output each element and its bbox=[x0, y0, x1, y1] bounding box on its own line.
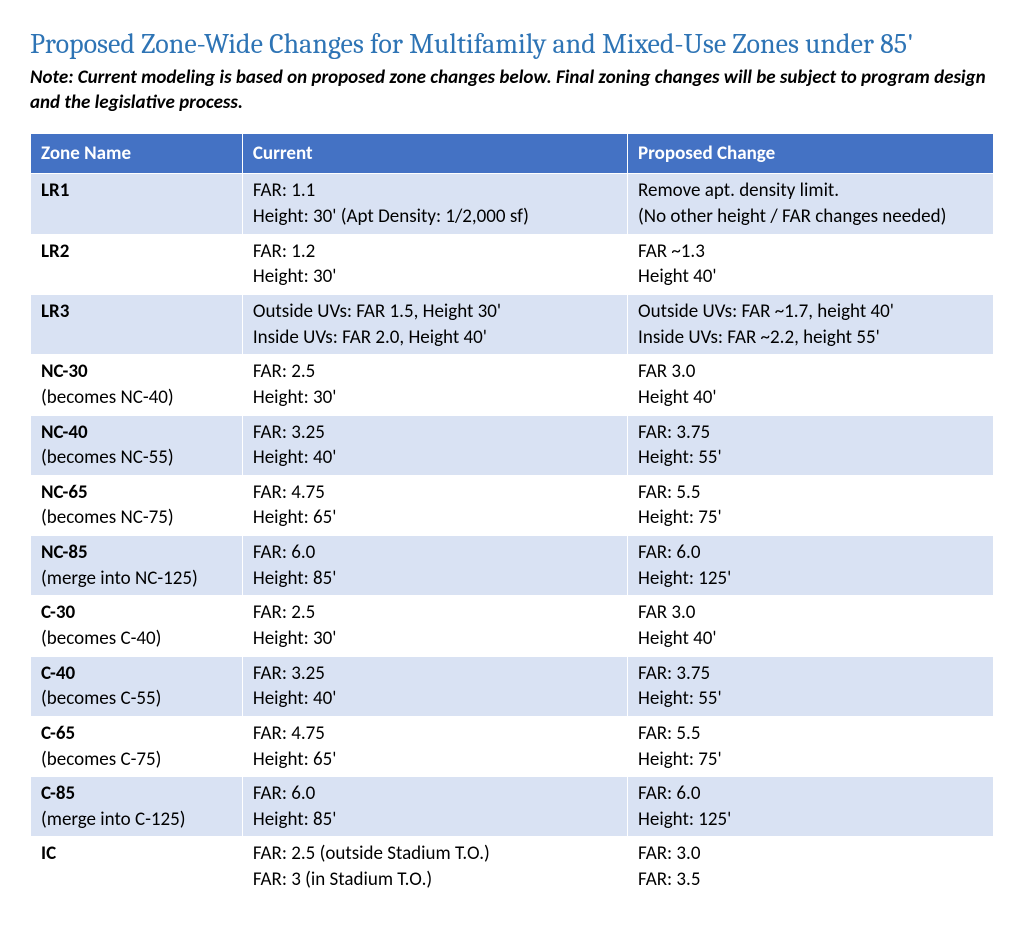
zone-name-bold: NC-85 bbox=[41, 541, 88, 564]
cell-zone-name: C-65 (becomes C-75) bbox=[31, 716, 243, 776]
zone-name-sub: (merge into C-125) bbox=[41, 808, 186, 831]
cell-proposed: Outside UVs: FAR ~1.7, height 40'Inside … bbox=[628, 294, 994, 354]
zoning-table: Zone Name Current Proposed Change LR1 FAR… bbox=[30, 133, 994, 897]
page-note: Note: Current modeling is based on propo… bbox=[30, 66, 994, 115]
cell-current: FAR: 2.5Height: 30' bbox=[242, 355, 627, 415]
cell-zone-name: NC-85 (merge into NC-125) bbox=[31, 536, 243, 596]
cell-current: FAR: 6.0Height: 85' bbox=[242, 536, 627, 596]
zone-name-sub: (becomes NC-55) bbox=[41, 446, 174, 469]
cell-zone-name: NC-40(becomes NC-55) bbox=[31, 415, 243, 475]
table-row: LR2 FAR: 1.2Height: 30'FAR ~1.3Height 40' bbox=[31, 234, 994, 294]
zone-name-bold: IC bbox=[41, 842, 56, 865]
zone-name-bold: C-40 bbox=[41, 662, 75, 685]
zone-name-sub: (becomes C-40) bbox=[41, 627, 161, 650]
cell-proposed: FAR: 3.75Height: 55' bbox=[628, 656, 994, 716]
table-row: NC-65(becomes NC-75)FAR: 4.75Height: 65'… bbox=[31, 475, 994, 535]
table-row: C-65 (becomes C-75) FAR: 4.75Height: 65'FA… bbox=[31, 716, 994, 776]
col-header-proposed: Proposed Change bbox=[628, 134, 994, 174]
table-row: LR3 Outside UVs: FAR 1.5, Height 30'Insid… bbox=[31, 294, 994, 354]
cell-current: FAR: 3.25Height: 40' bbox=[242, 415, 627, 475]
zone-name-sub: (becomes C-55) bbox=[41, 687, 161, 710]
cell-proposed: FAR: 6.0Height: 125' bbox=[628, 536, 994, 596]
cell-zone-name: C-85 (merge into C-125) bbox=[31, 777, 243, 837]
col-header-current: Current bbox=[242, 134, 627, 174]
zone-name-bold: NC-65 bbox=[41, 481, 88, 504]
cell-zone-name: C-40(becomes C-55) bbox=[31, 656, 243, 716]
cell-zone-name: C-30 (becomes C-40) bbox=[31, 596, 243, 656]
cell-current: FAR: 4.75Height: 65' bbox=[242, 475, 627, 535]
table-body: LR1 FAR: 1.1Height: 30' (Apt Density: 1/2… bbox=[31, 174, 994, 897]
zone-name-sub: (becomes NC-75) bbox=[41, 506, 174, 529]
table-row: NC-40(becomes NC-55)FAR: 3.25Height: 40'… bbox=[31, 415, 994, 475]
table-row: C-85 (merge into C-125) FAR: 6.0Height: 85… bbox=[31, 777, 994, 837]
cell-proposed: Remove apt. density limit.(No other heig… bbox=[628, 174, 994, 234]
table-row: NC-30 (becomes NC-40) FAR: 2.5Height: 30'F… bbox=[31, 355, 994, 415]
cell-current: FAR: 1.2Height: 30' bbox=[242, 234, 627, 294]
cell-proposed: FAR ~1.3Height 40' bbox=[628, 234, 994, 294]
cell-zone-name: LR2 bbox=[31, 234, 243, 294]
cell-zone-name: LR3 bbox=[31, 294, 243, 354]
cell-proposed: FAR: 5.5Height: 75' bbox=[628, 716, 994, 776]
cell-proposed: FAR: 3.0FAR: 3.5 bbox=[628, 837, 994, 897]
table-row: LR1 FAR: 1.1Height: 30' (Apt Density: 1/2… bbox=[31, 174, 994, 234]
cell-current: FAR: 4.75Height: 65' bbox=[242, 716, 627, 776]
cell-proposed: FAR: 3.75Height: 55' bbox=[628, 415, 994, 475]
cell-zone-name: IC bbox=[31, 837, 243, 897]
zone-name-sub: (becomes NC-40) bbox=[41, 386, 174, 409]
table-row: IC FAR: 2.5 (outside Stadium T.O.)FAR: 3 … bbox=[31, 837, 994, 897]
zone-name-bold: C-65 bbox=[41, 722, 75, 745]
cell-current: FAR: 2.5 (outside Stadium T.O.)FAR: 3 (i… bbox=[242, 837, 627, 897]
zone-name-sub: (becomes C-75) bbox=[41, 748, 161, 771]
zone-name-bold: LR3 bbox=[41, 300, 69, 323]
cell-zone-name: NC-65(becomes NC-75) bbox=[31, 475, 243, 535]
zone-name-bold: C-85 bbox=[41, 782, 75, 805]
table-header-row: Zone Name Current Proposed Change bbox=[31, 134, 994, 174]
zone-name-bold: LR2 bbox=[41, 240, 69, 263]
cell-proposed: FAR: 5.5Height: 75' bbox=[628, 475, 994, 535]
cell-current: FAR: 6.0Height: 85' bbox=[242, 777, 627, 837]
zone-name-bold: C-30 bbox=[41, 601, 75, 624]
cell-current: FAR: 2.5Height: 30' bbox=[242, 596, 627, 656]
table-row: NC-85 (merge into NC-125) FAR: 6.0Height: … bbox=[31, 536, 994, 596]
page-container: Proposed Zone-Wide Changes for Multifami… bbox=[0, 0, 1024, 928]
cell-zone-name: NC-30 (becomes NC-40) bbox=[31, 355, 243, 415]
cell-proposed: FAR 3.0Height 40' bbox=[628, 355, 994, 415]
zone-name-bold: NC-40 bbox=[41, 421, 88, 444]
zone-name-bold: NC-30 bbox=[41, 360, 88, 383]
table-row: C-40(becomes C-55)FAR: 3.25Height: 40'FA… bbox=[31, 656, 994, 716]
cell-current: FAR: 1.1Height: 30' (Apt Density: 1/2,00… bbox=[242, 174, 627, 234]
cell-current: Outside UVs: FAR 1.5, Height 30'Inside U… bbox=[242, 294, 627, 354]
page-title: Proposed Zone-Wide Changes for Multifami… bbox=[30, 28, 994, 60]
zone-name-sub: (merge into NC-125) bbox=[41, 567, 198, 590]
cell-proposed: FAR 3.0Height 40' bbox=[628, 596, 994, 656]
table-row: C-30 (becomes C-40) FAR: 2.5Height: 30'FAR… bbox=[31, 596, 994, 656]
zone-name-bold: LR1 bbox=[41, 179, 69, 202]
col-header-zone: Zone Name bbox=[31, 134, 243, 174]
cell-zone-name: LR1 bbox=[31, 174, 243, 234]
cell-proposed: FAR: 6.0Height: 125' bbox=[628, 777, 994, 837]
cell-current: FAR: 3.25Height: 40' bbox=[242, 656, 627, 716]
